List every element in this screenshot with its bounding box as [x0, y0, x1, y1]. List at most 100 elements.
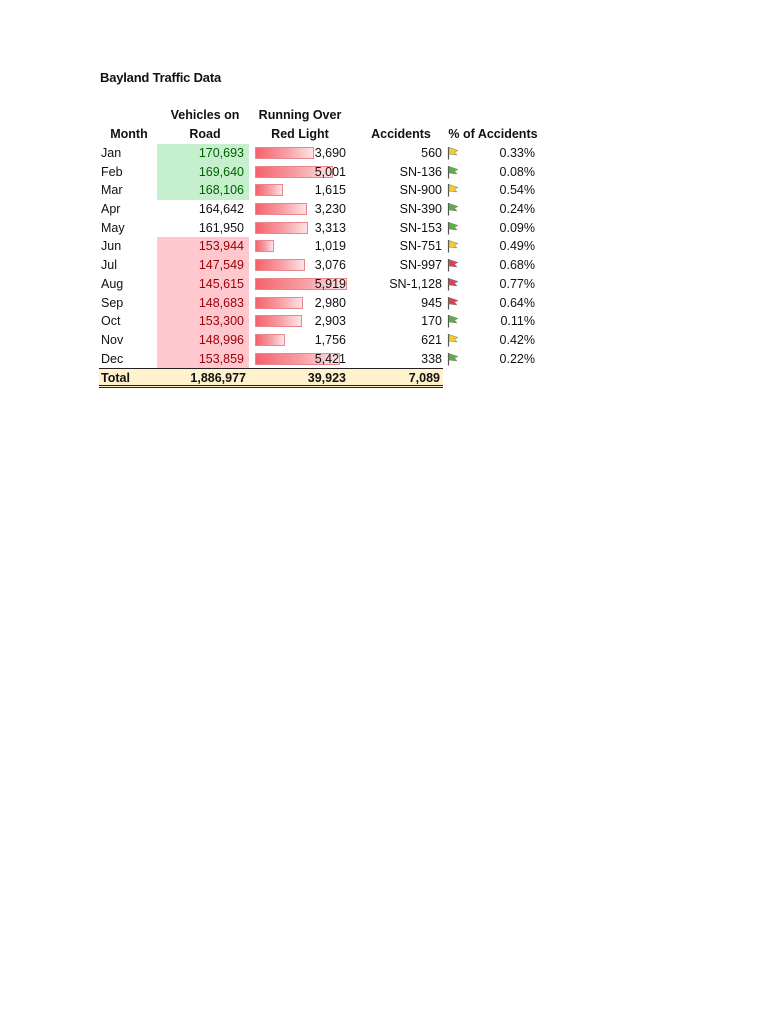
red-light-cell: 2,980	[254, 294, 348, 313]
table-row-may: May 161,950 3,313 SN-153 0.09%	[99, 219, 544, 238]
accidents-cell: 560	[421, 146, 442, 160]
red-light-cell: 5,919	[254, 275, 348, 294]
yellow-flag-icon	[447, 333, 459, 347]
data-bar	[255, 259, 305, 272]
red-light-value: 2,903	[314, 314, 346, 329]
pct-accidents-cell: 0.09%	[499, 220, 535, 235]
red-light-value: 3,690	[314, 146, 346, 160]
red-light-value: 5,919	[314, 276, 346, 291]
month-cell: Nov	[101, 332, 124, 347]
data-bar	[255, 315, 303, 328]
month-cell: Jun	[101, 239, 122, 254]
month-cell: Dec	[101, 351, 124, 366]
table-header: Month Vehicles on Road Running Over Red …	[99, 106, 544, 144]
accidents-cell: 338	[421, 351, 442, 366]
pct-accidents-cell: 0.64%	[499, 295, 535, 310]
table-row-oct: Oct 153,300 2,903 170 0.11%	[99, 312, 544, 331]
header-accidents: Accidents	[371, 127, 431, 141]
header-pct-accidents: % of Accidents	[448, 127, 538, 141]
accidents-cell: SN-390	[399, 202, 442, 217]
total-accidents: 7,089	[408, 371, 440, 386]
header-month: Month	[110, 127, 148, 141]
month-cell: Oct	[101, 314, 121, 329]
red-light-cell: 1,615	[254, 181, 348, 200]
pct-accidents-cell: 0.33%	[499, 146, 535, 160]
pct-accidents-cell: 0.77%	[499, 276, 535, 291]
pct-accidents-cell: 0.42%	[499, 332, 535, 347]
yellow-flag-icon	[447, 184, 459, 197]
red-light-value: 3,230	[314, 202, 346, 217]
pct-accidents-cell: 0.08%	[499, 164, 535, 179]
vehicles-cell: 161,950	[198, 220, 244, 235]
vehicles-cell: 148,996	[157, 330, 249, 350]
total-vehicles: 1,886,977	[190, 371, 246, 386]
month-cell: Aug	[101, 276, 124, 291]
data-bar	[255, 352, 340, 365]
month-cell: Sep	[101, 295, 124, 310]
total-red-light: 39,923	[307, 371, 346, 386]
vehicles-cell: 168,106	[157, 181, 249, 201]
vehicles-cell: 153,300	[157, 312, 249, 331]
pct-accidents-cell: 0.54%	[499, 183, 535, 198]
table-row-mar: Mar 168,106 1,615 SN-900 0.54%	[99, 181, 544, 201]
accidents-cell: 621	[421, 332, 442, 347]
table-row-aug: Aug 145,615 5,919 SN-1,128 0.77%	[99, 274, 544, 294]
red-flag-icon	[447, 277, 459, 291]
data-bar	[255, 203, 307, 216]
vehicles-cell: 153,944	[157, 237, 249, 257]
yellow-flag-icon	[447, 240, 459, 253]
data-bar	[255, 165, 334, 178]
red-light-value: 1,019	[314, 239, 346, 254]
pct-accidents-cell: 0.68%	[499, 258, 535, 273]
green-flag-icon	[447, 352, 459, 366]
red-light-value: 3,313	[314, 220, 346, 235]
table-row-feb: Feb 169,640 5,001 SN-136 0.08%	[99, 162, 544, 182]
month-cell: May	[101, 220, 125, 235]
red-flag-icon	[447, 259, 459, 272]
accidents-cell: SN-153	[399, 220, 442, 235]
vehicles-cell: 170,693	[157, 144, 249, 163]
pct-accidents-cell: 0.11%	[500, 314, 535, 329]
table-row-sep: Sep 148,683 2,980 945 0.64%	[99, 293, 544, 313]
data-bar	[255, 221, 309, 234]
table-row-dec: Dec 153,859 5,421 338 0.22%	[99, 349, 544, 369]
month-cell: Jan	[101, 146, 122, 160]
table-body: Jan 170,693 3,690 560 0.33% Feb 169,640 …	[99, 144, 544, 369]
red-light-cell: 5,421	[254, 350, 348, 369]
red-light-cell: 1,756	[254, 331, 348, 350]
green-flag-icon	[447, 315, 459, 328]
table-row-jan: Jan 170,693 3,690 560 0.33%	[99, 144, 544, 163]
accidents-cell: SN-1,128	[389, 276, 442, 291]
data-bar	[255, 333, 286, 346]
red-light-cell: 3,230	[254, 200, 348, 219]
red-light-value: 1,615	[314, 183, 346, 198]
green-flag-icon	[447, 165, 459, 179]
red-light-cell: 3,313	[254, 219, 348, 238]
data-bar	[255, 240, 275, 253]
data-bar	[255, 296, 304, 309]
data-bar	[255, 277, 347, 290]
month-cell: Jul	[101, 258, 117, 273]
total-label: Total	[101, 371, 130, 386]
red-light-value: 5,421	[314, 351, 346, 366]
table-row-nov: Nov 148,996 1,756 621 0.42%	[99, 330, 544, 350]
pct-accidents-cell: 0.22%	[499, 351, 535, 366]
red-light-cell: 3,076	[254, 256, 348, 275]
red-light-value: 5,001	[314, 164, 346, 179]
month-cell: Mar	[101, 183, 123, 198]
accidents-cell: 170	[421, 314, 442, 329]
vehicles-cell: 147,549	[157, 256, 249, 275]
vehicles-cell: 148,683	[157, 293, 249, 313]
sheet-title: Bayland Traffic Data	[100, 70, 221, 85]
red-light-cell: 1,019	[254, 237, 348, 256]
vehicles-cell: 153,859	[157, 349, 249, 369]
header-vehicles-line2: Road	[189, 127, 221, 141]
red-light-value: 3,076	[314, 258, 346, 273]
vehicles-cell: 145,615	[157, 274, 249, 294]
accidents-cell: 945	[421, 295, 442, 310]
table-row-apr: Apr 164,642 3,230 SN-390 0.24%	[99, 200, 544, 219]
total-row: Total 1,886,977 39,923 7,089	[99, 368, 443, 388]
red-light-cell: 3,690	[254, 144, 348, 163]
accidents-cell: SN-900	[399, 183, 442, 198]
yellow-flag-icon	[447, 147, 459, 160]
